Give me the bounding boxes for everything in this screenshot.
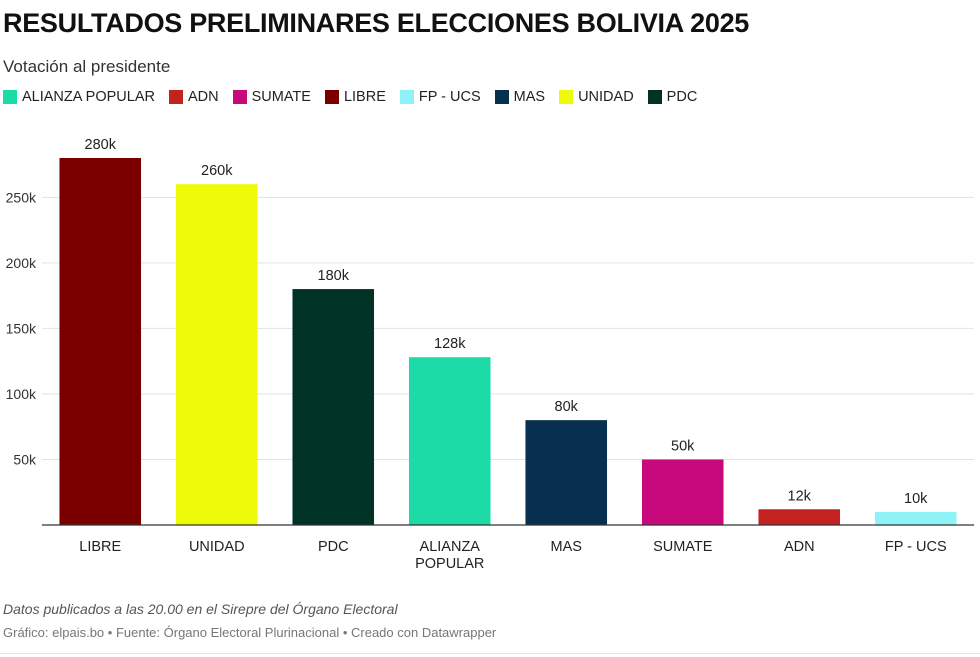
x-tick-label: ADN [784,539,815,555]
bar-value-label: 80k [555,399,579,415]
legend-swatch [559,90,574,104]
bar [59,158,142,525]
legend-label: UNIDAD [578,89,634,105]
legend: ALIANZA POPULAR ADN SUMATE LIBRE FP - UC… [3,89,711,105]
x-tick-label: UNIDAD [189,539,245,555]
bar-value-label: 10k [904,491,928,507]
legend-label: FP - UCS [418,89,481,105]
legend-item-sumate: SUMATE [232,89,311,105]
x-tick-label: LIBRE [79,539,121,555]
legend-label: PDC [666,89,698,105]
legend-item-pdc: PDC [647,89,698,105]
legend-label: ADN [187,89,219,105]
legend-swatch [3,90,17,104]
bar [641,459,724,525]
bar [292,289,375,525]
chart-title: RESULTADOS PRELIMINARES ELECCIONES BOLIV… [3,8,750,38]
legend-item-fp-ucs: FP - UCS [399,89,481,105]
x-tick-label-line: POPULAR [415,556,484,572]
x-tick-label-line: PDC [318,539,349,555]
x-tick-label-line: ALIANZA [420,539,481,555]
y-tick-label: 100k [6,386,37,402]
legend-item-libre: LIBRE [324,89,386,105]
x-tick-label-line: ADN [784,539,815,555]
x-tick-label: PDC [318,539,349,555]
x-tick-label-line: MAS [551,539,582,555]
bar [408,357,491,525]
source-byline: Gráfico: elpais.bo • Fuente: Órgano Elec… [3,625,497,640]
legend-swatch [647,90,662,104]
bar-value-label: 50k [671,438,695,454]
x-tick-label: SUMATE [653,539,713,555]
legend-label: LIBRE [343,89,386,105]
legend-item-unidad: UNIDAD [559,89,634,105]
footer-note: Datos publicados a las 20.00 en el Sirep… [3,601,398,617]
legend-label: ALIANZA POPULAR [22,89,155,105]
bar-value-label: 12k [788,488,812,504]
bar-value-label: 280k [85,137,117,153]
bar-value-label: 260k [201,163,233,179]
bar [758,509,841,525]
legend-swatch [324,90,339,104]
x-tick-label: MAS [551,539,582,555]
x-tick-label: FP - UCS [885,539,947,555]
chart-subtitle: Votación al presidente [3,57,171,76]
legend-item-alianza-popular: ALIANZA POPULAR [3,89,155,105]
x-tick-label: ALIANZA POPULAR [415,539,484,572]
bar-chart: 50k 100k 150k 200k 250k 280k LIBRE 260k UNIDAD 18… [6,137,974,572]
legend-item-mas: MAS [494,89,546,105]
legend-swatch [399,90,414,104]
bottom-divider [0,653,980,654]
x-tick-label-line: SUMATE [653,539,713,555]
legend-swatch [232,90,247,104]
legend-item-adn: ADN [168,89,219,105]
x-tick-label-line: LIBRE [79,539,121,555]
legend-swatch [494,90,509,104]
legend-label: SUMATE [251,89,311,105]
x-tick-label-line: FP - UCS [885,539,947,555]
y-tick-label: 250k [6,189,37,205]
legend-label: MAS [513,89,546,105]
legend-swatch [168,90,183,104]
bar [525,420,608,525]
y-tick-label: 200k [6,255,37,271]
x-tick-label-line: UNIDAD [189,539,245,555]
y-tick-label: 150k [6,320,37,336]
bar-value-label: 128k [434,336,466,352]
bar [175,184,258,525]
y-tick-label: 50k [13,451,37,467]
bar [874,511,957,525]
bar-value-label: 180k [318,268,350,284]
